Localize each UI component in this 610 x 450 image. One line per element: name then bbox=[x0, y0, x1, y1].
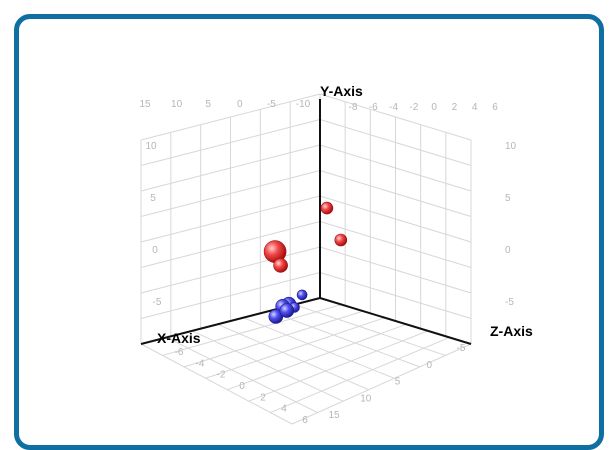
grid-line bbox=[183, 310, 364, 368]
grid-line bbox=[162, 304, 342, 356]
grid-line bbox=[319, 170, 472, 217]
grid-line bbox=[140, 144, 321, 192]
axis-lines bbox=[140, 99, 472, 345]
scatter-3d-chart: 15 10 5 0 -5 -10 -8 -6 -4 -2 0 2 4 610105500-5-5-6-4-… bbox=[139, 83, 533, 426]
grid-line bbox=[243, 317, 395, 379]
grid-lines bbox=[140, 93, 472, 425]
y-tick-label-left: 0 bbox=[152, 245, 158, 256]
chart-frame: 15 10 5 0 -5 -10 -8 -6 -4 -2 0 2 4 6 10 10 5 5 0 0 -5 -5 -6 -4-… bbox=[14, 14, 604, 450]
y-axis-title: Y-Axis bbox=[320, 83, 363, 99]
z-axis-line bbox=[319, 297, 472, 345]
floor-z-tick-label: 5 bbox=[395, 377, 401, 388]
left-wall-tick-label: 5 bbox=[205, 99, 211, 110]
floor-x-tick-label: 6 bbox=[302, 415, 308, 426]
right-wall-tick-label: -6 bbox=[369, 102, 378, 113]
y-tick-label-left: 5 bbox=[150, 193, 156, 204]
floor-x-tick-label: 0 bbox=[239, 381, 245, 392]
grid-line bbox=[268, 310, 421, 368]
floor-x-tick-label: -4 bbox=[196, 358, 205, 369]
scatter-point-series-2 bbox=[296, 289, 308, 301]
left-wall-tick-label: 15 bbox=[139, 99, 151, 110]
floor-x-tick-label: -6 bbox=[175, 347, 184, 358]
scatter-point-series-1 bbox=[320, 201, 334, 215]
grid-line bbox=[140, 272, 321, 319]
grid-line bbox=[319, 272, 472, 319]
data-points bbox=[263, 201, 348, 324]
z-axis-title: Z-Axis bbox=[490, 323, 533, 339]
y-tick-label-right: 0 bbox=[505, 245, 511, 256]
grid-line bbox=[140, 221, 321, 268]
grid-line bbox=[270, 336, 450, 414]
y-tick-label-right: -5 bbox=[505, 297, 514, 308]
grid-line bbox=[140, 195, 321, 243]
grid-line bbox=[291, 343, 472, 425]
y-tick-label-left: 10 bbox=[145, 141, 157, 152]
right-wall-tick-label: -2 bbox=[409, 102, 418, 113]
grid-line bbox=[319, 144, 472, 192]
scatter-point-series-2 bbox=[279, 303, 295, 318]
grid-line bbox=[319, 195, 472, 243]
grid-line bbox=[140, 170, 321, 217]
right-wall-tick-label: -4 bbox=[389, 102, 398, 113]
floor-z-tick-label: 15 bbox=[328, 410, 340, 421]
y-tick-label-right: 10 bbox=[505, 141, 517, 152]
y-tick-label-left: -5 bbox=[153, 297, 162, 308]
grid-line bbox=[205, 317, 385, 379]
x-axis-title: X-Axis bbox=[157, 330, 201, 346]
floor-z-tick-label: -5 bbox=[457, 343, 466, 354]
grid-line bbox=[140, 343, 293, 425]
grid-line bbox=[319, 119, 472, 166]
floor-z-tick-label: 0 bbox=[426, 360, 432, 371]
grid-line bbox=[217, 323, 369, 391]
right-wall-tick-label: 6 bbox=[492, 102, 498, 113]
grid-line bbox=[140, 119, 321, 166]
left-wall-tick-label: 0 bbox=[237, 99, 243, 110]
grid-line bbox=[140, 246, 321, 294]
grid-line bbox=[319, 93, 472, 141]
grid-line bbox=[191, 330, 344, 402]
grid-line bbox=[227, 323, 407, 391]
y-tick-label-right: 5 bbox=[505, 193, 511, 204]
right-wall-tick-label: 4 bbox=[472, 102, 478, 113]
left-wall-tick-label: -5 bbox=[267, 99, 276, 110]
grid-line bbox=[248, 330, 429, 402]
left-wall-tick-label: 10 bbox=[171, 99, 183, 110]
grid-line bbox=[319, 246, 472, 294]
scatter-point-series-1 bbox=[273, 258, 288, 273]
grid-line bbox=[166, 336, 318, 414]
tick-labels: 15 10 5 0 -5 -10 -8 -6 -4 -2 0 2 4 610105500-5-5-6-4-… bbox=[139, 99, 516, 426]
right-wall-tick-label: 2 bbox=[452, 102, 458, 113]
grid-line bbox=[294, 304, 446, 356]
floor-z-tick-label: 10 bbox=[360, 393, 372, 404]
grid-line bbox=[140, 93, 321, 141]
left-wall-tick-label: -10 bbox=[296, 99, 311, 110]
scatter-point-series-1 bbox=[334, 233, 348, 247]
right-wall-tick-label: 0 bbox=[431, 102, 437, 113]
floor-x-tick-label: 2 bbox=[260, 392, 266, 403]
grid-line bbox=[319, 221, 472, 268]
floor-x-tick-label: 4 bbox=[281, 404, 287, 415]
floor-x-tick-label: -2 bbox=[217, 370, 226, 381]
right-wall-tick-label: -8 bbox=[349, 102, 358, 113]
